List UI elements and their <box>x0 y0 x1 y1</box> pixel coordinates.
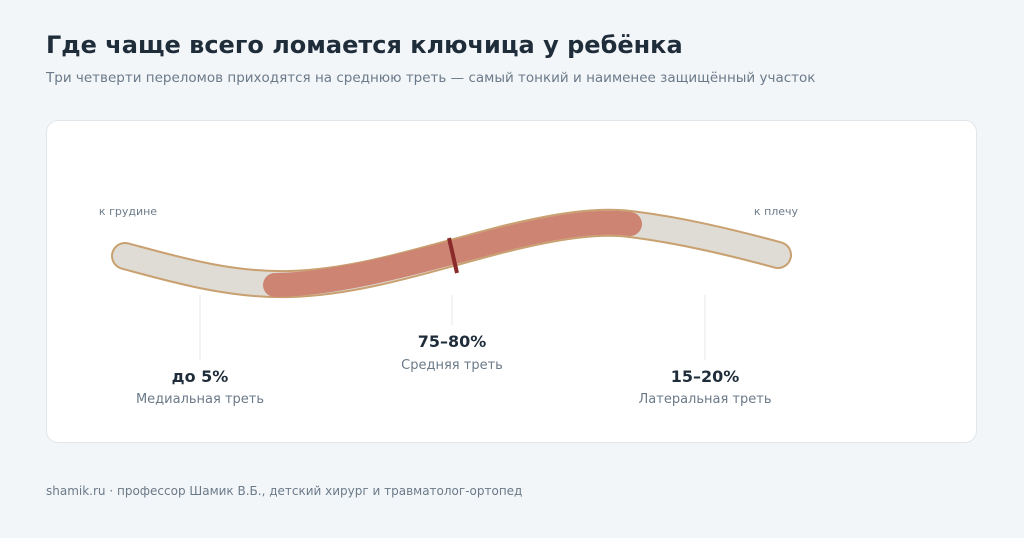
footer: shamik.ru · профессор Шамик В.Б., детски… <box>46 484 523 498</box>
segment-label: Латеральная треть <box>639 392 772 407</box>
subtitle: Три четверти переломов приходятся на сре… <box>46 70 816 86</box>
end-label: к грудине <box>99 205 157 218</box>
segment-label: Медиальная треть <box>136 392 264 407</box>
segment-value: до 5% <box>172 367 229 386</box>
bone <box>111 208 792 299</box>
segment-value: 75–80% <box>418 332 487 351</box>
segment-value: 15–20% <box>671 367 740 386</box>
segment-label: Средняя треть <box>401 358 503 373</box>
title: Где чаще всего ломается ключица у ребёнк… <box>46 31 683 59</box>
leaders <box>199 295 706 360</box>
fracture-line <box>447 237 459 274</box>
middle-third <box>263 210 642 297</box>
end-label: к плечу <box>754 205 799 218</box>
